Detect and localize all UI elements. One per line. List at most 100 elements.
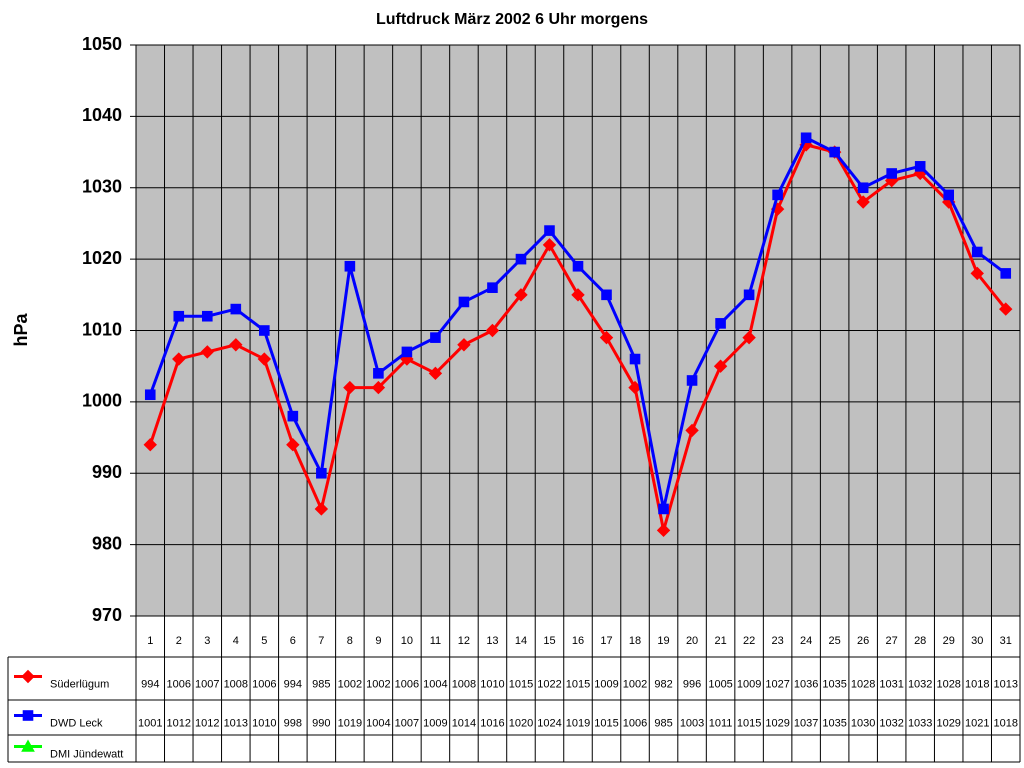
point-marker — [430, 332, 441, 343]
table-value: 1014 — [452, 717, 476, 729]
x-tick-label: 19 — [657, 635, 669, 647]
x-tick-label: 15 — [543, 635, 555, 647]
point-marker — [544, 225, 555, 236]
table-value: 1012 — [195, 717, 219, 729]
y-axis-label: hPa — [11, 313, 31, 347]
table-value: 1006 — [252, 678, 276, 690]
point-marker — [230, 303, 242, 315]
x-tick-label: 17 — [600, 635, 612, 647]
point-marker — [344, 260, 356, 272]
point-marker — [514, 288, 528, 302]
point-marker — [458, 296, 470, 308]
table-value: 1012 — [167, 717, 191, 729]
table-value: 985 — [654, 717, 672, 729]
x-tick-label: 30 — [971, 635, 983, 647]
x-tick-label: 25 — [829, 635, 841, 647]
point-marker — [257, 352, 272, 366]
table-value: 1010 — [480, 678, 504, 690]
x-tick-label: 22 — [743, 635, 755, 647]
table-value: 1007 — [395, 717, 419, 729]
table-value: 1032 — [879, 717, 903, 729]
legend-label: Süderlügum — [50, 678, 109, 690]
point-marker — [343, 380, 357, 395]
table-value: 1033 — [908, 717, 932, 729]
point-marker — [229, 338, 243, 352]
x-tick-label: 26 — [857, 635, 869, 647]
point-marker — [743, 289, 755, 301]
y-tick-label: 990 — [92, 462, 122, 482]
table-value: 1005 — [708, 678, 732, 690]
table-value: 1007 — [195, 678, 219, 690]
table-value: 1019 — [566, 717, 590, 729]
x-tick-label: 28 — [914, 635, 926, 647]
table-value: 1009 — [594, 678, 618, 690]
x-tick-label: 5 — [261, 635, 267, 647]
table-value: 1009 — [737, 678, 761, 690]
point-marker — [515, 253, 527, 265]
point-marker — [800, 132, 812, 144]
y-tick-label: 1040 — [82, 105, 122, 125]
point-marker — [629, 353, 641, 365]
point-marker — [457, 338, 471, 352]
x-tick-label: 12 — [458, 635, 470, 647]
table-value: 1008 — [224, 678, 248, 690]
table-value: 1011 — [709, 717, 733, 729]
table-value: 985 — [312, 678, 330, 690]
x-tick-label: 24 — [800, 635, 812, 647]
point-marker — [314, 502, 329, 516]
point-marker — [144, 389, 156, 401]
table-value: 1015 — [737, 717, 761, 729]
table-value: 990 — [312, 717, 330, 729]
point-marker — [286, 437, 300, 452]
table-value: 1015 — [594, 717, 618, 729]
table-value: 1006 — [623, 717, 647, 729]
table-value: 1003 — [680, 717, 704, 729]
y-tick-label: 980 — [92, 533, 122, 553]
x-tick-label: 7 — [318, 635, 324, 647]
x-tick-label: 9 — [375, 635, 381, 647]
table-value: 1024 — [537, 717, 561, 729]
point-marker — [200, 345, 214, 359]
table-value: 1031 — [879, 678, 903, 690]
point-marker — [971, 246, 983, 258]
point-marker — [599, 330, 614, 345]
table-value: 1028 — [936, 678, 960, 690]
point-marker — [715, 318, 726, 329]
x-tick-label: 20 — [686, 635, 698, 647]
point-marker — [172, 352, 186, 366]
x-tick-label: 10 — [401, 635, 413, 647]
x-tick-label: 6 — [290, 635, 296, 647]
table-value: 1030 — [851, 717, 875, 729]
point-marker — [601, 289, 612, 301]
y-tick-label: 1020 — [82, 248, 122, 268]
point-marker — [201, 310, 213, 322]
x-tick-label: 2 — [176, 635, 182, 647]
point-marker — [259, 325, 270, 336]
x-tick-label: 8 — [347, 635, 353, 647]
table-value: 1001 — [138, 717, 162, 729]
point-marker — [21, 669, 35, 684]
x-tick-label: 29 — [943, 635, 955, 647]
table-value: 1029 — [765, 717, 789, 729]
table-value: 982 — [654, 678, 672, 690]
table-value: 1002 — [623, 678, 647, 690]
point-marker — [772, 189, 783, 201]
point-marker — [572, 260, 584, 272]
point-marker — [371, 380, 386, 395]
table-value: 994 — [141, 678, 159, 690]
table-value: 1010 — [252, 717, 276, 729]
x-tick-label: 4 — [233, 635, 239, 647]
table-value: 1022 — [537, 678, 561, 690]
x-tick-label: 27 — [886, 635, 898, 647]
table-value: 1008 — [452, 678, 476, 690]
table-value: 1013 — [993, 678, 1017, 690]
table-value: 1027 — [765, 678, 789, 690]
x-tick-label: 18 — [629, 635, 641, 647]
table-value: 1036 — [794, 678, 818, 690]
table-value: 1002 — [366, 678, 390, 690]
x-tick-label: 14 — [515, 635, 527, 647]
table-value: 1020 — [509, 717, 533, 729]
x-tick-label: 21 — [714, 635, 726, 647]
point-marker — [173, 310, 185, 322]
point-marker — [428, 366, 443, 381]
